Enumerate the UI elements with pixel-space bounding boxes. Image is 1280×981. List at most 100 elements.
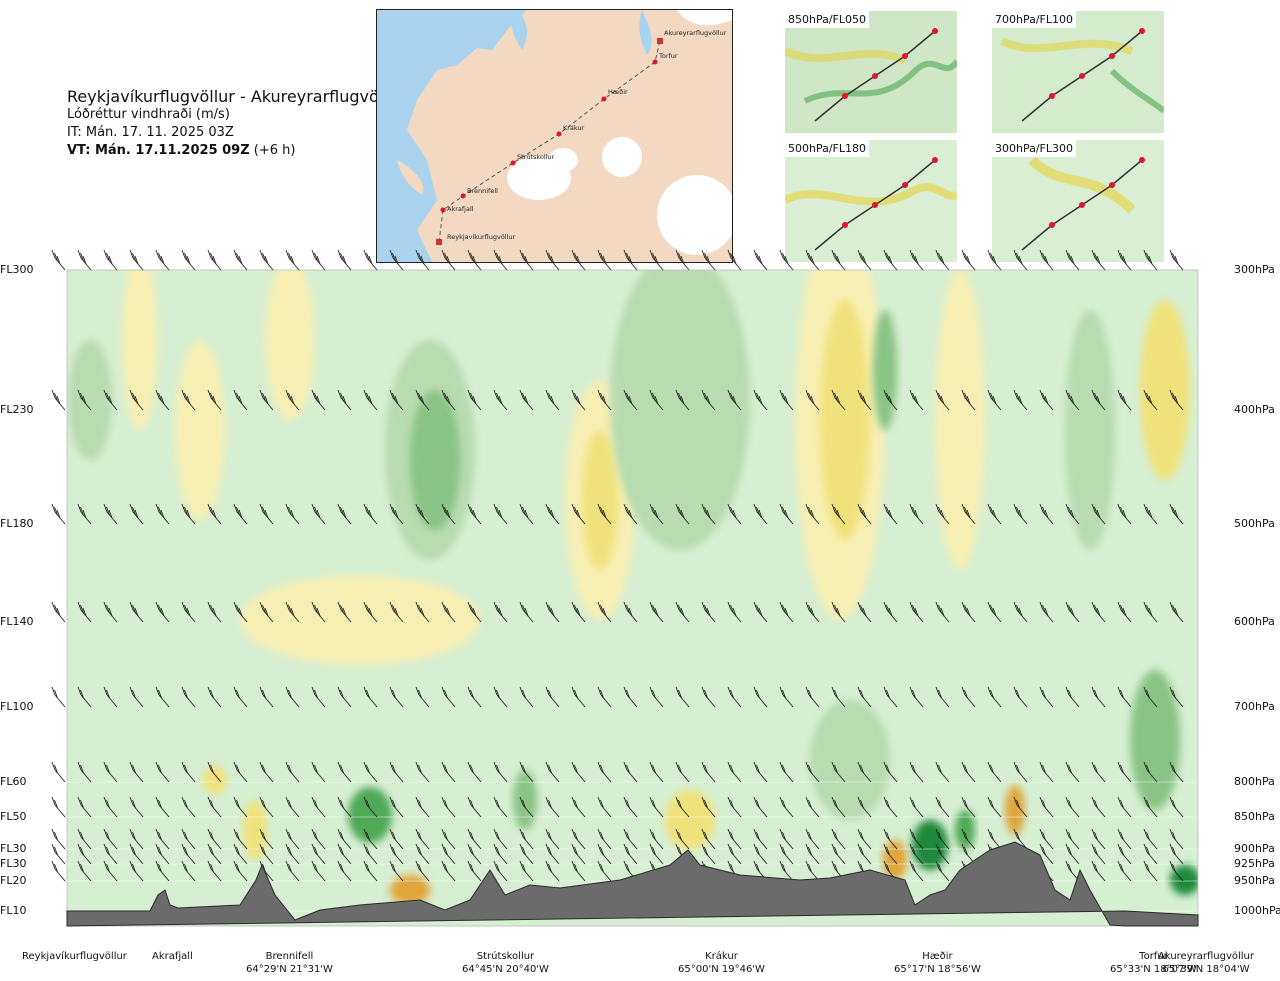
thumbnail-300-label: 300hPa/FL300 [992, 140, 1077, 157]
wind-barb [415, 860, 430, 882]
wind-barb [545, 389, 560, 411]
wind-barb [155, 503, 170, 525]
wind-barb [493, 828, 508, 850]
issue-time: IT: Mán. 17. 11. 2025 03Z [67, 125, 234, 140]
wind-barb [129, 686, 144, 708]
wind-barb [1091, 389, 1106, 411]
wind-barb [649, 796, 664, 818]
map-label-reykjavik: Reykjavíkurflugvöllur [447, 233, 516, 241]
thumbnail-850[interactable]: 850hPa/FL050 [785, 11, 957, 133]
wind-barb [233, 389, 248, 411]
wind-barb [129, 843, 144, 865]
map-label-akrafjall: Akrafjall [447, 205, 474, 213]
flight-level-label: FL180 [0, 517, 34, 530]
wind-barb [571, 503, 586, 525]
wind-barb [181, 843, 196, 865]
wind-barb [129, 503, 144, 525]
wind-barb [493, 503, 508, 525]
wind-barb [753, 503, 768, 525]
wind-barb [1143, 686, 1158, 708]
wind-barb [701, 796, 716, 818]
wind-barb [519, 843, 534, 865]
wind-barb [805, 860, 820, 882]
wind-barb [129, 389, 144, 411]
wind-barb [623, 686, 638, 708]
wind-barb [233, 601, 248, 623]
wind-barb [181, 828, 196, 850]
map-label-brennifell: Brennifell [467, 187, 498, 195]
wind-barb [623, 860, 638, 882]
thumbnail-500[interactable]: 500hPa/FL180 [785, 140, 957, 262]
velocity-cell [265, 270, 315, 420]
wind-barb [545, 761, 560, 783]
wind-barb [337, 761, 352, 783]
wind-barb [623, 601, 638, 623]
velocity-cell [810, 700, 890, 820]
wind-barb [337, 503, 352, 525]
wind-barb [623, 843, 638, 865]
location-name: Hæðir [922, 951, 953, 962]
wind-barb [103, 503, 118, 525]
flight-level-label: FL10 [0, 904, 27, 917]
wind-barb [727, 761, 742, 783]
wind-barb [311, 249, 326, 271]
wind-barb [1169, 249, 1184, 271]
wind-barb [337, 843, 352, 865]
wind-barb [441, 843, 456, 865]
wind-barb [1039, 503, 1054, 525]
wind-barb [441, 761, 456, 783]
wind-barb [831, 860, 846, 882]
wind-barb [1117, 503, 1132, 525]
wind-barb [597, 828, 612, 850]
velocity-cell [565, 380, 635, 620]
wind-barb [727, 796, 742, 818]
thumbnail-700[interactable]: 700hPa/FL100 [992, 11, 1164, 133]
wind-barb [1039, 389, 1054, 411]
wind-barb [103, 843, 118, 865]
thumbnail-300[interactable]: 300hPa/FL300 [992, 140, 1164, 262]
wind-barb [935, 843, 950, 865]
wind-barb [441, 503, 456, 525]
wind-barb [1143, 761, 1158, 783]
wind-barb [467, 503, 482, 525]
wind-barb [779, 860, 794, 882]
wind-barb [701, 601, 716, 623]
wind-barb [857, 601, 872, 623]
pressure-level-label: 950hPa [1234, 874, 1275, 887]
location-name: Reykjavíkurflugvöllur [22, 951, 127, 962]
thumbnail-300-graphic [992, 140, 1164, 262]
wind-barb [51, 828, 66, 850]
wind-barb [285, 389, 300, 411]
wind-barb [571, 860, 586, 882]
wind-barb [545, 860, 560, 882]
location-label: Reykjavíkurflugvöllur [22, 950, 127, 963]
wind-barb [77, 828, 92, 850]
wind-barb [909, 761, 924, 783]
wind-barb [805, 796, 820, 818]
pressure-level-label: 500hPa [1234, 517, 1275, 530]
plot-frame [66, 269, 1199, 927]
wind-barb [467, 843, 482, 865]
wind-barb [389, 601, 404, 623]
wind-barb [259, 601, 274, 623]
wind-barb [51, 796, 66, 818]
wind-barb [805, 503, 820, 525]
wind-barb [129, 828, 144, 850]
title-block: Reykjavíkurflugvöllur - Akureyrarflugvöl… [67, 88, 404, 160]
wind-barb [337, 601, 352, 623]
wind-barb [1013, 860, 1028, 882]
wind-barb [857, 686, 872, 708]
wind-barb [155, 601, 170, 623]
location-name: Krákur [705, 951, 738, 962]
wind-barb [623, 796, 638, 818]
wind-barb [77, 249, 92, 271]
wind-barb [415, 686, 430, 708]
wind-barb [831, 828, 846, 850]
wind-barb [337, 389, 352, 411]
wind-barb [935, 860, 950, 882]
wind-barb [467, 686, 482, 708]
flight-level-label: FL140 [0, 615, 34, 628]
velocity-cell [795, 270, 885, 620]
wind-barb [675, 503, 690, 525]
location-name: Torfur [1139, 951, 1168, 962]
